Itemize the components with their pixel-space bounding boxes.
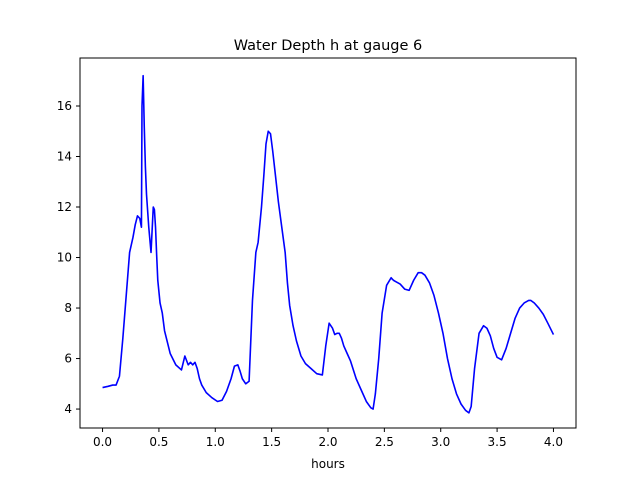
y-tick-label: 14 bbox=[57, 149, 72, 163]
x-tick-label: 0.0 bbox=[93, 435, 112, 449]
x-tick-label: 2.0 bbox=[318, 435, 337, 449]
x-axis-ticks: 0.0 0.5 1.0 1.5 2.0 2.5 3.0 3.5 4.0 bbox=[93, 428, 563, 449]
x-tick-label: 0.5 bbox=[149, 435, 168, 449]
x-tick-label: 3.5 bbox=[488, 435, 507, 449]
y-tick-label: 16 bbox=[57, 99, 72, 113]
x-tick-label: 1.5 bbox=[262, 435, 281, 449]
plot-area bbox=[102, 74, 555, 414]
y-tick-label: 12 bbox=[57, 200, 72, 214]
y-axis-ticks: 4 6 8 10 12 14 16 bbox=[57, 99, 80, 416]
y-tick-label: 8 bbox=[64, 301, 72, 315]
chart-title: Water Depth h at gauge 6 bbox=[234, 38, 422, 54]
x-tick-label: 1.0 bbox=[206, 435, 225, 449]
axes-frame bbox=[79, 57, 577, 429]
x-axis-label: hours bbox=[311, 457, 345, 471]
x-tick-label: 2.5 bbox=[375, 435, 394, 449]
x-tick-label: 3.0 bbox=[431, 435, 450, 449]
y-tick-label: 6 bbox=[64, 352, 72, 366]
x-tick-label: 4.0 bbox=[544, 435, 563, 449]
water-depth-series-line bbox=[102, 74, 555, 414]
y-tick-label: 10 bbox=[57, 251, 72, 265]
y-tick-label: 4 bbox=[64, 402, 72, 416]
